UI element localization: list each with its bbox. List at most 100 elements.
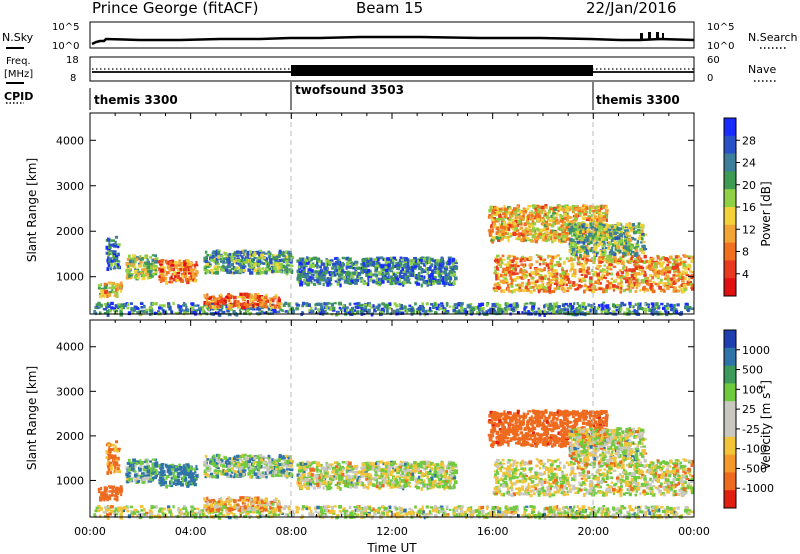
- power-echo-cell: [612, 228, 615, 232]
- power-echo-cell: [236, 254, 239, 257]
- power-echo-cell: [178, 268, 183, 272]
- power-echo-cell: [352, 262, 357, 265]
- power-echo-cell: [154, 270, 158, 274]
- power-echo-cell: [684, 305, 687, 310]
- power-echo-cell: [403, 266, 407, 269]
- power-echo-cell: [383, 274, 387, 278]
- power-echo-cell: [221, 255, 224, 259]
- power-echo-cell: [619, 227, 622, 231]
- power-echo-cell: [535, 204, 539, 208]
- power-echo-cell: [236, 259, 241, 263]
- power-echo-cell: [420, 283, 423, 288]
- power-echo-cell: [142, 263, 147, 268]
- power-echo-cell: [253, 268, 258, 272]
- power-echo-cell: [244, 252, 248, 257]
- power-echo-cell: [523, 210, 527, 214]
- power-echo-cell: [364, 306, 367, 309]
- power-echo-cell: [114, 288, 118, 292]
- power-echo-cell: [624, 230, 627, 233]
- power-echo-cell: [480, 302, 485, 306]
- power-echo-cell: [233, 253, 237, 256]
- power-echo-cell: [203, 304, 207, 307]
- power-echo-cell: [171, 310, 174, 314]
- power-echo-cell: [285, 266, 289, 269]
- power-echo-cell: [620, 261, 625, 266]
- power-echo-cell: [243, 303, 248, 307]
- power-echo-cell: [399, 256, 403, 259]
- power-echo-cell: [172, 271, 176, 276]
- power-echo-cell: [363, 269, 367, 273]
- power-echo-cell: [187, 268, 190, 271]
- power-echo-cell: [672, 282, 676, 285]
- power-echo-cell: [542, 282, 545, 286]
- power-echo-cell: [238, 263, 242, 267]
- power-echo-cell: [253, 298, 256, 301]
- power-echo-cell: [398, 282, 402, 286]
- power-echo-cell: [108, 302, 111, 305]
- power-echo-cell: [361, 265, 364, 270]
- power-echo-cell: [164, 259, 168, 264]
- power-echo-cell: [583, 239, 587, 242]
- power-echo-cell: [651, 275, 655, 280]
- power-echo-cell: [399, 307, 403, 310]
- power-echo-cell: [624, 242, 629, 245]
- power-echo-cell: [309, 263, 314, 267]
- power-echo-cell: [341, 256, 346, 260]
- power-echo-cell: [362, 282, 365, 286]
- power-echo-cell: [660, 302, 664, 306]
- power-echo-cell: [105, 305, 109, 309]
- power-echo-cell: [558, 284, 562, 288]
- power-echo-cell: [682, 263, 687, 268]
- power-echo-cell: [579, 231, 582, 234]
- power-echo-cell: [658, 305, 661, 309]
- power-echo-cell: [553, 236, 558, 240]
- power-echo-cell: [374, 274, 379, 278]
- power-echo-cell: [169, 281, 174, 284]
- power-echo-cell: [109, 244, 112, 247]
- power-echo-cell: [488, 229, 492, 233]
- power-echo-cell: [298, 270, 303, 274]
- power-echo-cell: [188, 272, 192, 275]
- power-echo-cell: [560, 274, 564, 278]
- power-echo-cell: [113, 294, 117, 297]
- power-echo-cell: [619, 256, 623, 261]
- power-echo-cell: [406, 264, 410, 268]
- power-echo-cell: [637, 225, 641, 229]
- power-echo-cell: [265, 272, 268, 275]
- power-echo-cell: [607, 272, 611, 275]
- power-echo-cell: [571, 247, 576, 252]
- power-echo-cell: [360, 310, 365, 314]
- power-echo-cell: [641, 232, 645, 236]
- power-echo-cell: [613, 231, 618, 236]
- power-echo-cell: [585, 287, 588, 291]
- power-echo-cell: [396, 277, 399, 281]
- power-echo-cell: [607, 241, 610, 244]
- power-echo-cell: [572, 268, 577, 271]
- power-echo-cell: [536, 218, 540, 222]
- power-echo-cell: [350, 277, 353, 282]
- power-echo-cell: [537, 255, 541, 258]
- power-echo-cell: [641, 269, 644, 273]
- power-echo-cell: [632, 277, 636, 281]
- power-echo-cell: [634, 249, 639, 253]
- power-echo-cell: [180, 272, 185, 275]
- power-echo-cell: [375, 262, 378, 267]
- power-echo-cell: [651, 259, 654, 262]
- power-echo-cell: [556, 204, 560, 207]
- power-echo-cell: [515, 288, 519, 291]
- power-echo-cell: [581, 211, 584, 214]
- power-echo-cell: [260, 310, 264, 313]
- power-echo-cell: [348, 257, 352, 262]
- power-echo-cell: [182, 260, 186, 263]
- colorbar-cell: [724, 260, 736, 279]
- power-echo-cell: [113, 259, 116, 262]
- power-echo-cell: [265, 311, 269, 314]
- power-echo-cell: [545, 230, 549, 233]
- power-echo-cell: [114, 243, 117, 246]
- power-echo-cell: [569, 237, 573, 242]
- power-echo-cell: [587, 240, 590, 245]
- power-echo-cell: [344, 278, 348, 282]
- power-echo-cell: [392, 260, 395, 264]
- power-echo-cell: [597, 207, 601, 211]
- power-echo-cell: [682, 271, 686, 276]
